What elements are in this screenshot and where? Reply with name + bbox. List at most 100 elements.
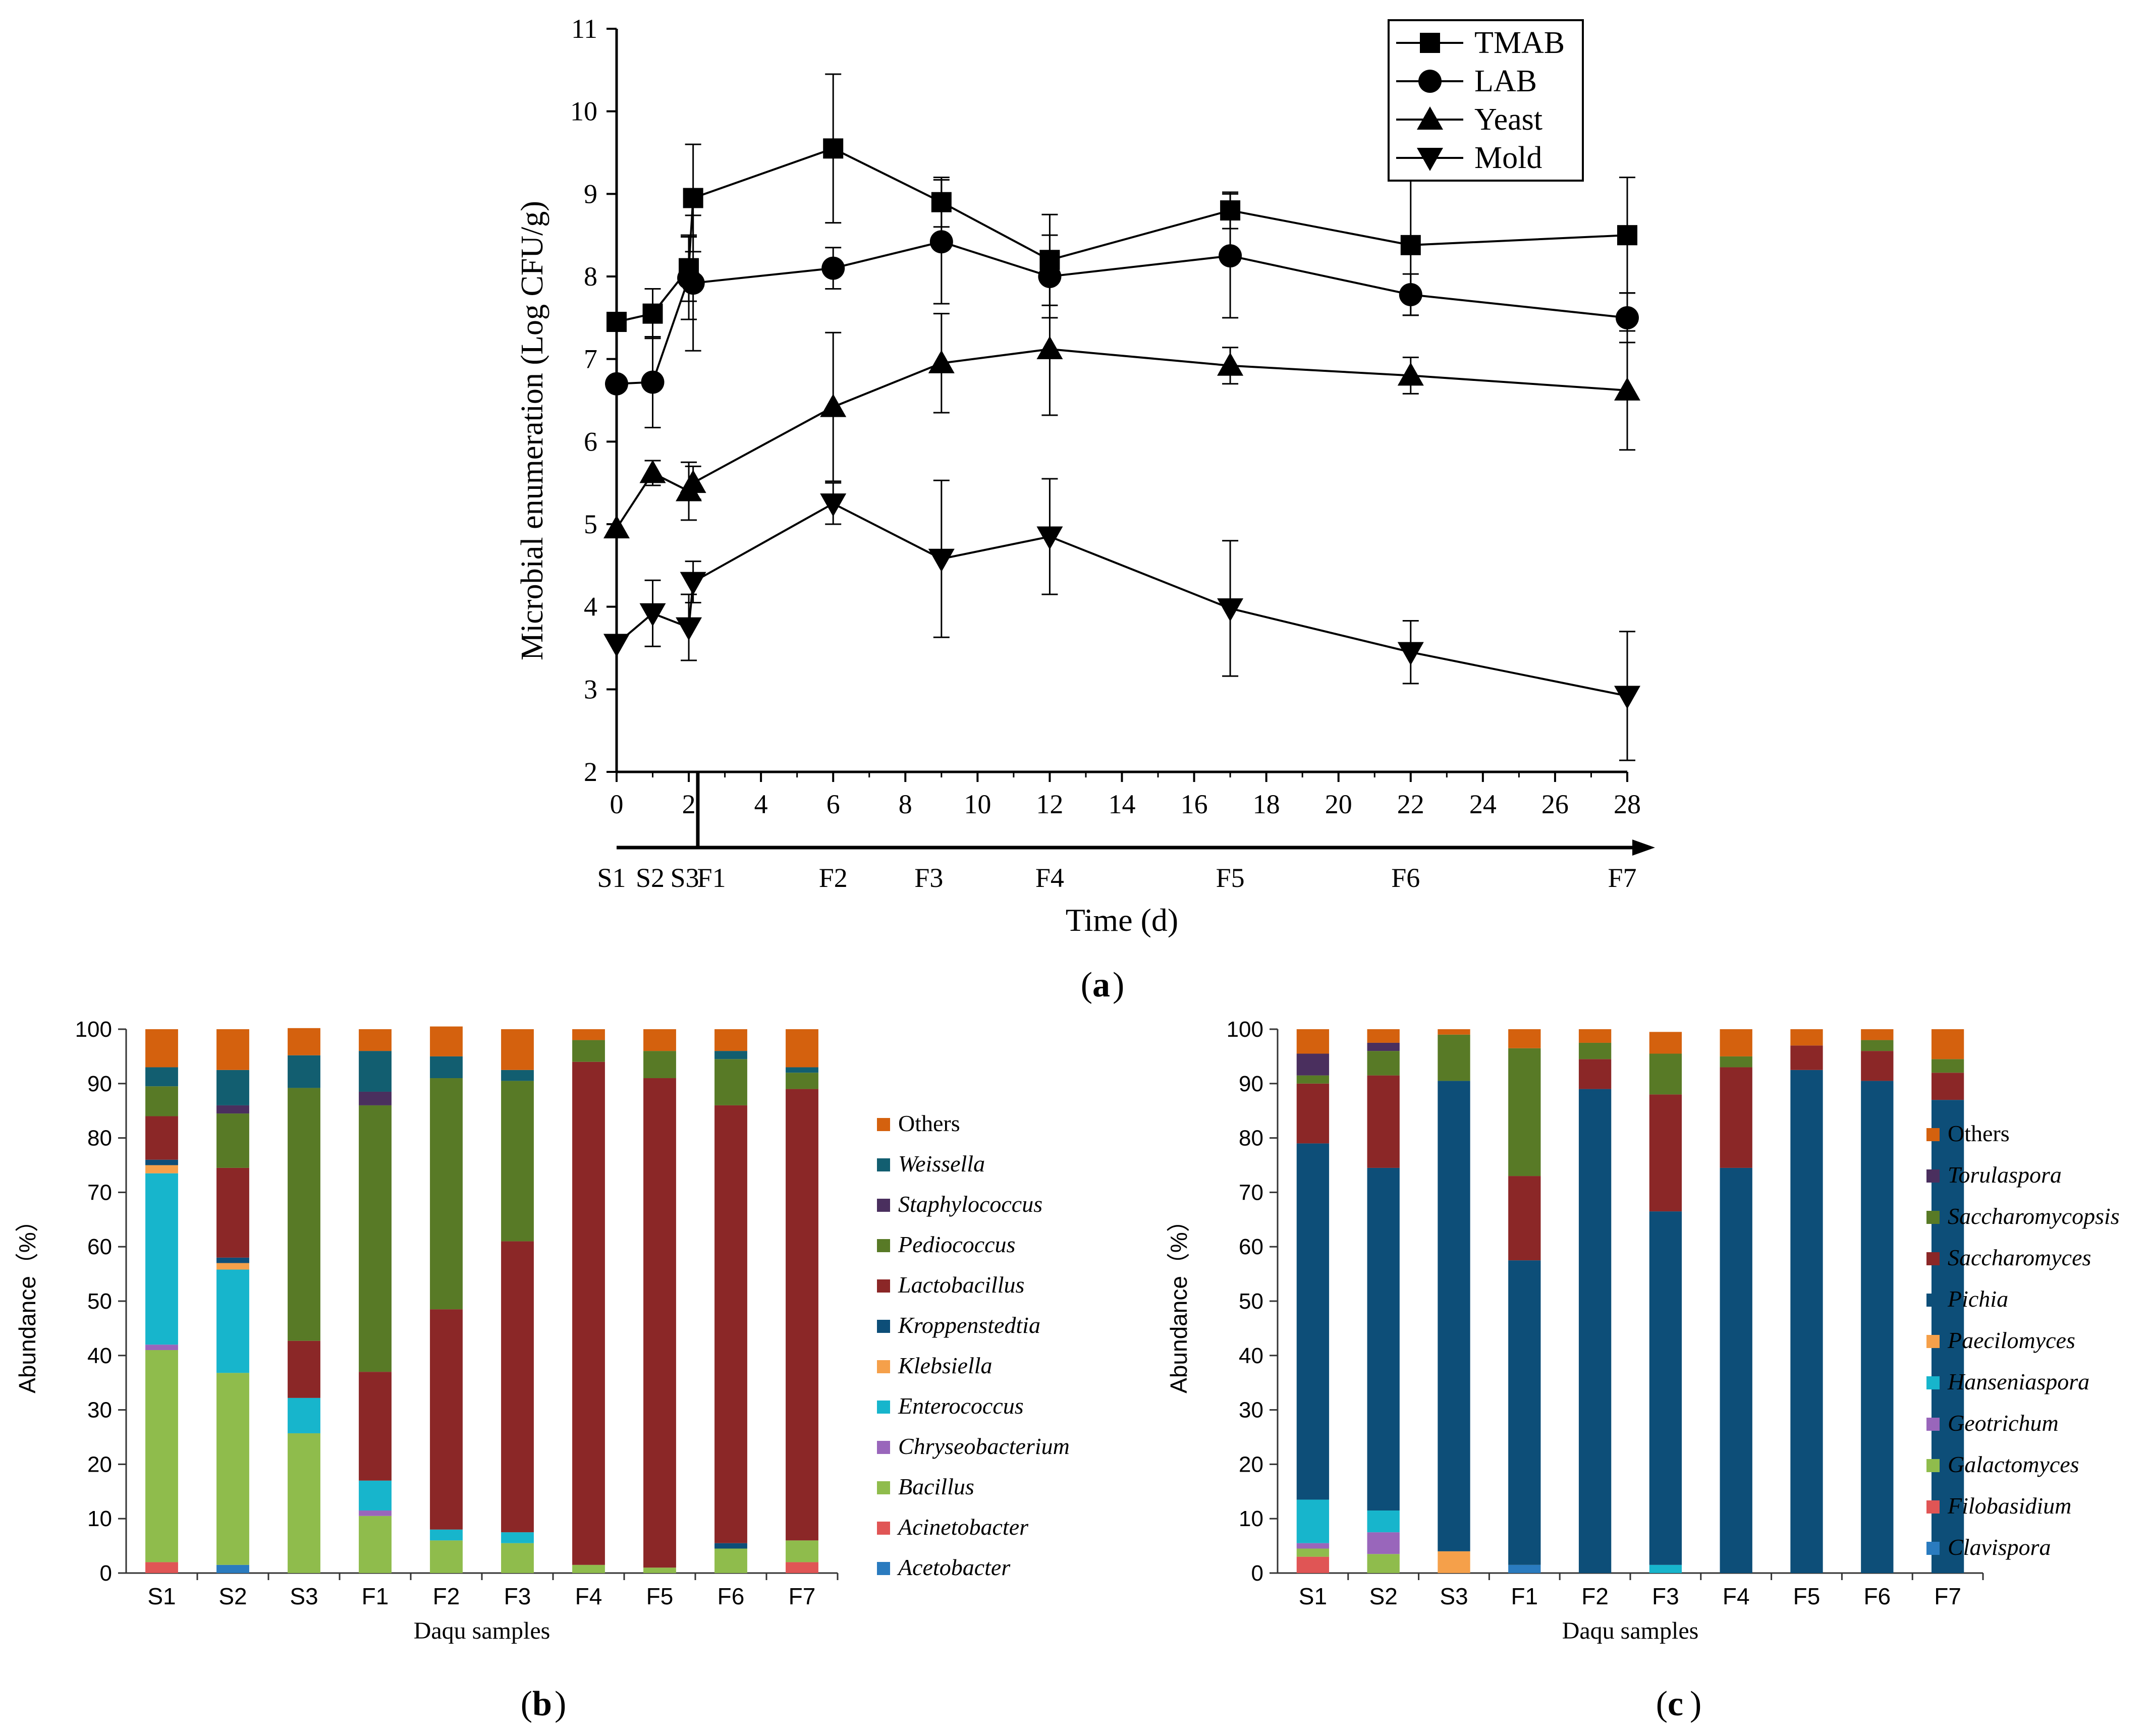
bar-segment-enterococcus bbox=[501, 1532, 534, 1543]
bar-segment-staphylococcus bbox=[359, 1091, 392, 1105]
data-point bbox=[676, 617, 702, 641]
bar-segment-chryseobacterium bbox=[359, 1510, 392, 1516]
bar-segment-kroppenstedtia bbox=[714, 1543, 747, 1549]
x-tick-label: F3 bbox=[504, 1583, 531, 1609]
bar-segment-weissella bbox=[714, 1051, 747, 1059]
bar-segment-saccharomycopsis bbox=[1931, 1059, 1964, 1073]
bar-segment-torulaspora bbox=[1367, 1042, 1400, 1051]
bar-segment-saccharomycopsis bbox=[1508, 1048, 1541, 1177]
x-tick-label: F4 bbox=[1723, 1583, 1750, 1609]
x-tick-label: S2 bbox=[218, 1583, 247, 1609]
legend-swatch bbox=[1926, 1252, 1940, 1265]
bar-segment-filobasidium bbox=[1296, 1556, 1330, 1573]
data-point bbox=[1614, 377, 1640, 401]
data-point bbox=[1217, 598, 1244, 622]
bar-segment-saccharomyces bbox=[1649, 1094, 1682, 1212]
bar-segment-others bbox=[1720, 1029, 1752, 1056]
bar-segment-bacillus bbox=[430, 1540, 463, 1573]
bar-segment-lactobacillus bbox=[216, 1167, 249, 1258]
bar-segment-pichia bbox=[1367, 1167, 1400, 1511]
x-tick-label: 16 bbox=[1181, 789, 1208, 819]
y-axis-label: Microbial enumeration (Log CFU/g) bbox=[515, 201, 549, 660]
bar-segment-enterococcus bbox=[359, 1480, 392, 1511]
legend-label: Hanseniaspora bbox=[1947, 1369, 2089, 1394]
data-point bbox=[639, 460, 666, 483]
y-tick-label: 5 bbox=[584, 509, 597, 539]
bar-s1 bbox=[1296, 1029, 1330, 1573]
y-tick-label: 60 bbox=[87, 1235, 112, 1259]
bar-segment-pediococcus bbox=[430, 1078, 463, 1310]
data-point bbox=[642, 303, 663, 324]
stage-label: F6 bbox=[1391, 863, 1420, 893]
legend-label: Pichia bbox=[1947, 1286, 2008, 1312]
x-axis-label: Daqu samples bbox=[1562, 1617, 1699, 1644]
y-tick-label: 10 bbox=[570, 96, 597, 127]
legend-swatch bbox=[877, 1239, 890, 1252]
bar-segment-klebsiella bbox=[216, 1263, 249, 1270]
legend-swatch bbox=[1926, 1542, 1940, 1555]
bar-segment-torulaspora bbox=[1296, 1053, 1330, 1076]
bar-f4 bbox=[1720, 1029, 1752, 1573]
x-tick-label: 28 bbox=[1614, 789, 1641, 819]
bar-f4 bbox=[572, 1029, 605, 1573]
stage-label: F2 bbox=[819, 863, 848, 893]
data-point bbox=[928, 548, 955, 572]
bar-segment-saccharomyces bbox=[1790, 1045, 1823, 1070]
bar-segment-geotrichum bbox=[1367, 1532, 1400, 1554]
bar-segment-kroppenstedtia bbox=[145, 1159, 178, 1165]
data-point bbox=[603, 515, 630, 539]
y-tick-label: 7 bbox=[584, 344, 597, 374]
x-tick-label: F1 bbox=[1511, 1583, 1538, 1609]
bar-segment-others bbox=[1861, 1029, 1894, 1040]
panel-label: b bbox=[532, 1685, 552, 1723]
bar-segment-lactobacillus bbox=[359, 1372, 392, 1481]
data-point bbox=[820, 493, 847, 517]
bar-segment-weissella bbox=[501, 1070, 534, 1081]
data-point bbox=[607, 312, 627, 332]
bar-f1 bbox=[1508, 1029, 1541, 1573]
bar-segment-enterococcus bbox=[145, 1173, 178, 1345]
data-point bbox=[680, 572, 706, 595]
panel-b-stacked-bar-chart: 0 10 20 30 40 50 60 70 80 90 100 Abundance（%） S1 S2 S3… bbox=[14, 1017, 1070, 1723]
bar-segment-pichia bbox=[1790, 1070, 1823, 1573]
x-tick-label: 14 bbox=[1109, 789, 1136, 819]
bar-f3 bbox=[501, 1029, 534, 1573]
bar-f5 bbox=[1790, 1029, 1823, 1573]
bar-segment-acetobacter bbox=[216, 1564, 249, 1573]
legend-swatch bbox=[877, 1360, 890, 1373]
bar-segment-lactobacillus bbox=[430, 1309, 463, 1530]
bar-segment-others bbox=[572, 1029, 605, 1040]
bar-segment-saccharomycopsis bbox=[1861, 1040, 1894, 1051]
bar-segment-lactobacillus bbox=[288, 1340, 320, 1398]
y-tick-label: 8 bbox=[584, 261, 597, 292]
data-point bbox=[1616, 306, 1639, 329]
legend-label: Yeast bbox=[1474, 102, 1542, 137]
legend-swatch bbox=[1926, 1459, 1940, 1472]
bar-segment-kroppenstedtia bbox=[216, 1257, 249, 1263]
legend-label: Filobasidium bbox=[1947, 1493, 2071, 1519]
series-line bbox=[616, 147, 1628, 323]
x-tick-label: 4 bbox=[754, 789, 768, 819]
data-point bbox=[928, 350, 955, 373]
y-tick-label: 4 bbox=[584, 592, 597, 622]
bar-segment-pediococcus bbox=[643, 1051, 676, 1079]
data-point bbox=[683, 188, 703, 208]
y-tick-label: 80 bbox=[87, 1126, 112, 1151]
stage-label: F5 bbox=[1216, 863, 1245, 893]
legend-label: Acetobacter bbox=[897, 1554, 1011, 1580]
bar-segment-acinetobacter bbox=[145, 1562, 178, 1573]
panel-label-close: ) bbox=[1113, 966, 1124, 1004]
bar-segment-clavispora bbox=[1508, 1564, 1541, 1573]
legend-label: LAB bbox=[1474, 64, 1537, 98]
y-tick-label: 2 bbox=[584, 757, 597, 787]
legend-label: Others bbox=[898, 1110, 960, 1136]
legend-swatch bbox=[877, 1481, 890, 1494]
legend-label: Mold bbox=[1474, 141, 1542, 175]
bar-segment-saccharomycopsis bbox=[1296, 1075, 1330, 1084]
panel-label-open: ( bbox=[1656, 1685, 1668, 1723]
stage-label: S1 bbox=[597, 863, 626, 893]
series-line bbox=[616, 502, 1628, 697]
x-tick-label: F6 bbox=[718, 1583, 745, 1609]
x-tick-label: F7 bbox=[789, 1583, 816, 1609]
bar-segment-pichia bbox=[1508, 1260, 1541, 1565]
